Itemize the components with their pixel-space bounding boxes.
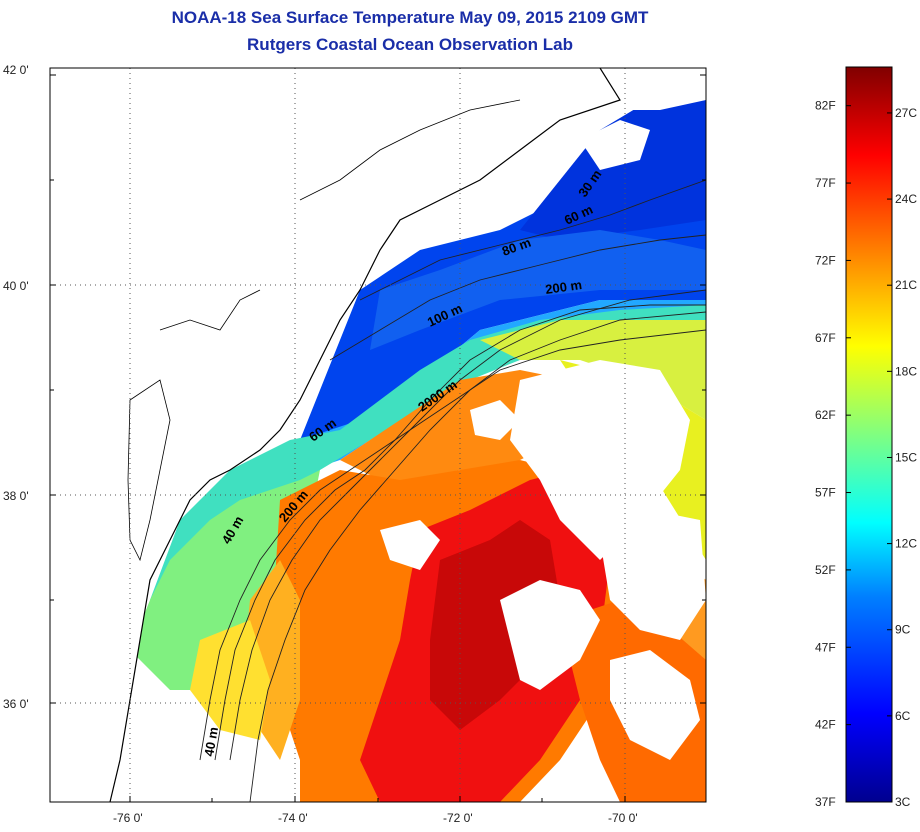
colorbar-f-label: 57F <box>815 486 836 500</box>
lat-label-38: 38 0' <box>3 489 29 503</box>
colorbar-c-label: 9C <box>895 623 911 637</box>
colorbar-f-label: 82F <box>815 99 836 113</box>
contour-label-200m-north: 200 m <box>544 277 583 297</box>
colorbar-f-label: 77F <box>815 176 836 190</box>
colorbar-f-label: 47F <box>815 640 836 654</box>
colorbar-f-label: 67F <box>815 331 836 345</box>
colorbar-f-label: 72F <box>815 253 836 267</box>
contour-label-40m-south: 40 m <box>201 726 221 758</box>
lon-label-70: -70 0' <box>608 811 638 825</box>
lat-label-36: 36 0' <box>3 697 29 711</box>
colorbar-f-label: 62F <box>815 408 836 422</box>
lat-label-42: 42 0' <box>3 63 29 77</box>
colorbar-c-label: 27C <box>895 106 917 120</box>
colorbar-c-label: 15C <box>895 450 917 464</box>
colorbar-c-label: 12C <box>895 537 917 551</box>
lon-label-74: -74 0' <box>278 811 308 825</box>
sst-field <box>50 68 706 802</box>
colorbar-c-label: 24C <box>895 192 917 206</box>
map-title: NOAA-18 Sea Surface Temperature May 09, … <box>171 8 649 27</box>
lon-label-72: -72 0' <box>443 811 473 825</box>
colorbar-f-label: 42F <box>815 718 836 732</box>
colorbar-c-label: 21C <box>895 278 917 292</box>
colorbar-f-label: 52F <box>815 563 836 577</box>
colorbar-c-label: 18C <box>895 364 917 378</box>
lon-label-76: -76 0' <box>113 811 143 825</box>
colorbar <box>845 66 893 803</box>
colorbar-f-label: 37F <box>815 795 836 809</box>
colorbar-c-label: 3C <box>895 795 911 809</box>
map-subtitle: Rutgers Coastal Ocean Observation Lab <box>247 35 573 54</box>
colorbar-c-label: 6C <box>895 709 911 723</box>
lat-label-40: 40 0' <box>3 279 29 293</box>
